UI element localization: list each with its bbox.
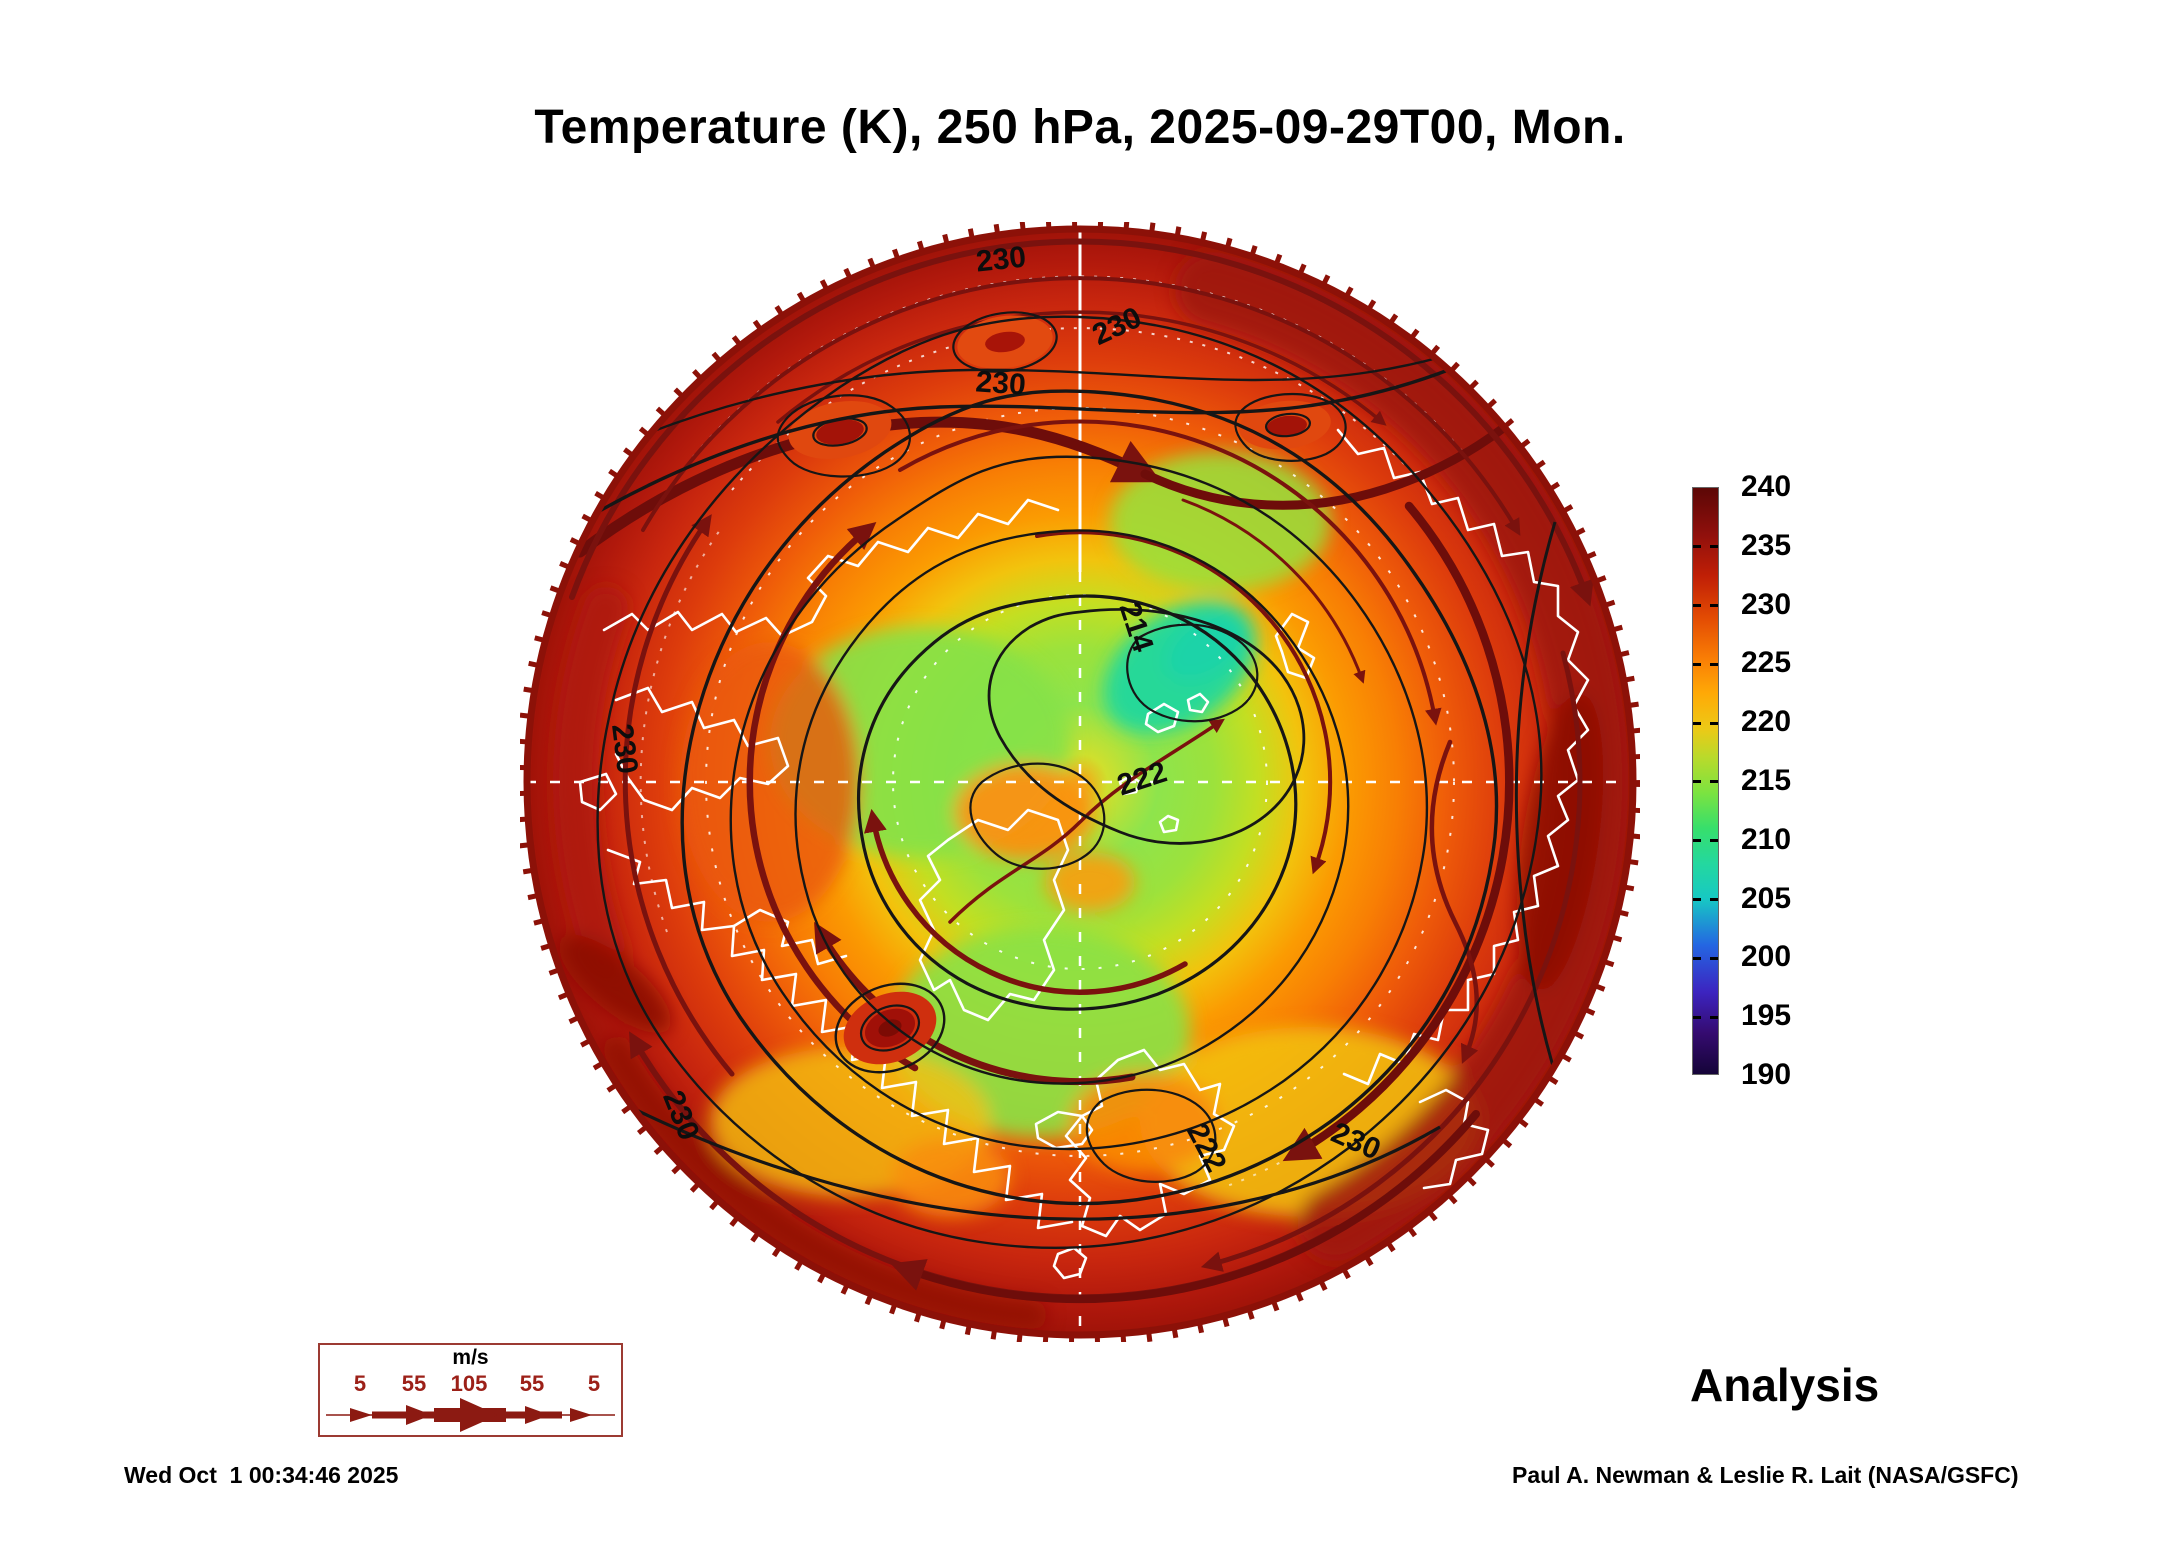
polar-map-svg: 230 230 230 214 222 230 230 222 230 — [516, 218, 1644, 1346]
map-rim — [516, 218, 1644, 1346]
colorbar-tick-205: 205 — [1741, 882, 1792, 915]
credit-line: Paul A. Newman & Leslie R. Lait (NASA/GS… — [1512, 1462, 2019, 1488]
contour-label: 230 — [975, 365, 1027, 401]
coastlines — [578, 428, 1590, 1280]
colorbar-tick-190: 190 — [1741, 1058, 1792, 1091]
colorbar-tick-225: 225 — [1741, 646, 1792, 679]
colorbar-tick-235: 235 — [1741, 529, 1792, 562]
colorbar-tick-230: 230 — [1741, 588, 1792, 621]
temperature-contours — [559, 300, 1582, 1249]
colorbar-tick-220: 220 — [1741, 705, 1792, 738]
wind-value-55a: 55 — [401, 1371, 427, 1396]
wind-value-55b: 55 — [519, 1371, 545, 1396]
wind-units-label: m/s — [452, 1346, 489, 1369]
chart-title: Temperature (K), 250 hPa, 2025-09-29T00,… — [534, 101, 1626, 154]
wind-value-105: 105 — [450, 1371, 488, 1396]
wind-streamlines — [569, 238, 1594, 1304]
colorbar-tick-195: 195 — [1741, 999, 1792, 1032]
analysis-label: Analysis — [1690, 1359, 1880, 1411]
creation-timestamp: Wed Oct 1 00:34:46 2025 — [124, 1462, 399, 1488]
colorbar-tick-240: 240 — [1741, 470, 1792, 503]
polar-map: 230 230 230 214 222 230 230 222 230 — [516, 218, 1644, 1346]
wind-arrow-glyph — [326, 1398, 615, 1432]
wind-speed-legend: m/s 5 55 105 55 5 — [318, 1343, 623, 1437]
colorbar-tick-210: 210 — [1741, 823, 1792, 856]
colorbar — [1692, 487, 1719, 1075]
contour-label: 230 — [605, 722, 644, 776]
contour-label: 230 — [974, 241, 1027, 279]
colorbar-tick-200: 200 — [1741, 940, 1792, 973]
colorbar-tick-215: 215 — [1741, 764, 1792, 797]
wind-value-5b: 5 — [587, 1371, 601, 1396]
wind-value-5a: 5 — [353, 1371, 367, 1396]
